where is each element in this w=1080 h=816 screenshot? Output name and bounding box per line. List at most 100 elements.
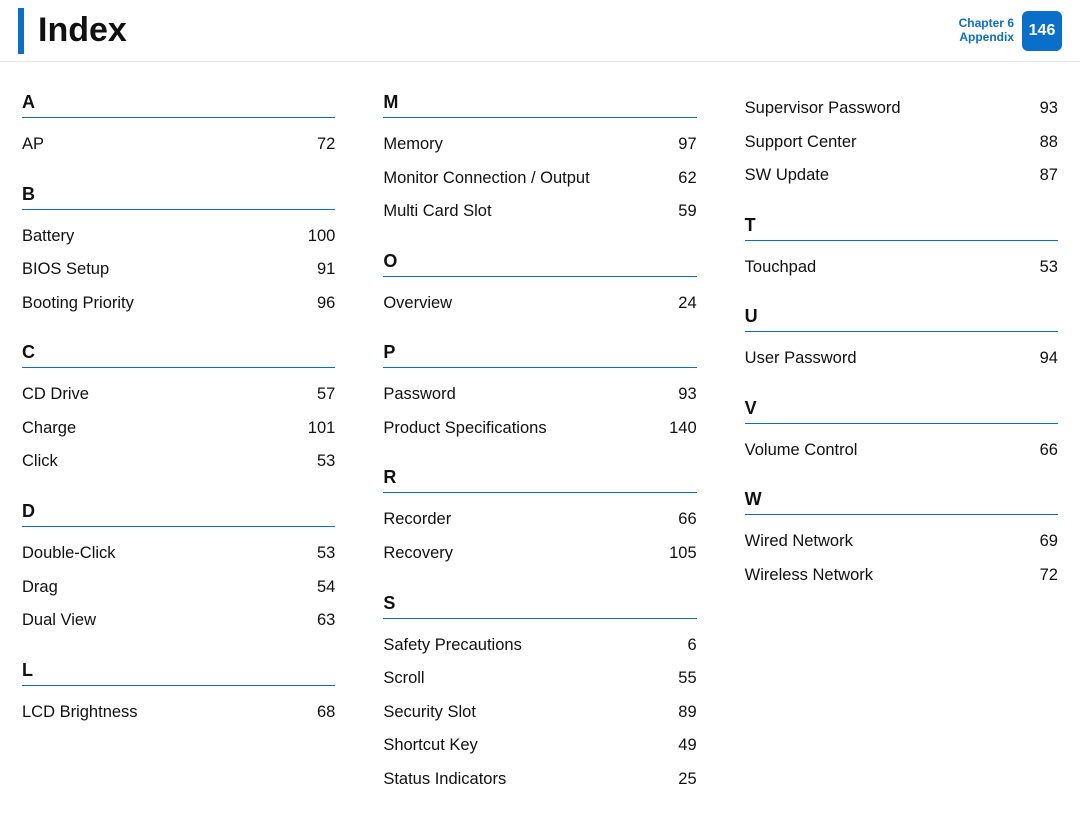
entry-term: LCD Brightness (22, 700, 146, 726)
entry-term: Wired Network (745, 529, 861, 555)
entry-page: 96 (295, 291, 335, 317)
index-section-continuation: Supervisor Password93Support Center88SW … (745, 92, 1058, 193)
index-section: T Touchpad53 (745, 215, 1058, 285)
index-section: DDouble-Click53Drag54Dual View63 (22, 501, 335, 638)
entry-page: 105 (657, 541, 697, 567)
entry-page: 140 (657, 416, 697, 442)
section-letter: V (745, 398, 1058, 424)
section-letter: U (745, 306, 1058, 332)
entry-term: User Password (745, 346, 865, 372)
page-title: Index (38, 11, 127, 50)
index-entry: CD Drive 57 (22, 378, 335, 412)
index-section: M Memory 97 Monitor Connection / Output 62 Mu… (383, 92, 696, 229)
entry-page: 53 (295, 449, 335, 475)
entry-page: 55 (657, 666, 697, 692)
entry-term: Supervisor Password (745, 96, 909, 122)
entry-page: 62 (657, 166, 697, 192)
entry-term: Memory (383, 132, 451, 158)
entry-term: Password (383, 382, 463, 408)
index-entry: Click53 (22, 445, 335, 479)
entry-term: Safety Precautions (383, 633, 530, 659)
section-letter: O (383, 251, 696, 277)
entry-term: Booting Priority (22, 291, 142, 317)
entry-term: Security Slot (383, 700, 484, 726)
index-entry: Booting Priority 96 (22, 287, 335, 321)
entry-term: Dual View (22, 608, 104, 634)
entry-term: Drag (22, 575, 66, 601)
index-entry: Recorder 66 (383, 503, 696, 537)
entry-page: 87 (1018, 163, 1058, 189)
section-letter: S (383, 593, 696, 619)
entry-page: 66 (657, 507, 697, 533)
index-section: U User Password 94 (745, 306, 1058, 376)
section-letter: A (22, 92, 335, 118)
index-section: VVolume Control66 (745, 398, 1058, 468)
index-entry: Recovery 105 (383, 537, 696, 571)
index-entry: Safety Precautions 6 (383, 629, 696, 663)
entry-page: 101 (295, 416, 335, 442)
index-entry: SW Update 87 (745, 159, 1058, 193)
entry-term: Recovery (383, 541, 461, 567)
index-entry: LCD Brightness68 (22, 696, 335, 730)
entry-page: 97 (657, 132, 697, 158)
entry-page: 93 (657, 382, 697, 408)
index-section: B Battery 100 BIOS Setup91 Booting Priority 9… (22, 184, 335, 321)
entry-term: Double-Click (22, 541, 124, 567)
index-entry: Memory 97 (383, 128, 696, 162)
index-entry: Dual View63 (22, 604, 335, 638)
index-entry: Multi Card Slot59 (383, 195, 696, 229)
index-section: O Overview 24 (383, 251, 696, 321)
section-letter: L (22, 660, 335, 686)
entry-term: Overview (383, 291, 460, 317)
entry-page: 25 (657, 767, 697, 793)
index-section: CCD Drive57Charge101Click53 (22, 342, 335, 479)
entry-term: SW Update (745, 163, 837, 189)
entry-term: Product Specifications (383, 416, 554, 442)
entry-term: Status Indicators (383, 767, 514, 793)
entry-page: 72 (1018, 563, 1058, 589)
entry-page: 54 (295, 575, 335, 601)
entry-page: 59 (657, 199, 697, 225)
entry-term: Wireless Network (745, 563, 881, 589)
index-content: AAP72BBattery100BIOS Setup91Booting Prio… (0, 62, 1080, 816)
index-section: L LCD Brightness68 (22, 660, 335, 730)
entry-term: Volume Control (745, 438, 866, 464)
entry-page: 53 (295, 541, 335, 567)
section-letter: T (745, 215, 1058, 241)
index-entry: Status Indicators 25 (383, 763, 696, 797)
entry-term: CD Drive (22, 382, 97, 408)
entry-page: 72 (295, 132, 335, 158)
page-header: Index Chapter 6 Appendix 146 (0, 0, 1080, 62)
index-section: AAP72 (22, 92, 335, 162)
entry-term: Support Center (745, 130, 865, 156)
entry-page: 24 (657, 291, 697, 317)
index-entry: Password 93 (383, 378, 696, 412)
index-entry: Wireless Network 72 (745, 559, 1058, 593)
entry-page: 100 (295, 224, 335, 250)
index-entry: Drag 54 (22, 571, 335, 605)
entry-page: 6 (657, 633, 697, 659)
header-left: Index (18, 8, 127, 54)
entry-page: 69 (1018, 529, 1058, 555)
section-letter: M (383, 92, 696, 118)
index-entry: BIOS Setup91 (22, 253, 335, 287)
entry-page: 57 (295, 382, 335, 408)
index-entry: Double-Click 53 (22, 537, 335, 571)
index-entry: Product Specifications 140 (383, 412, 696, 446)
entry-term: Recorder (383, 507, 459, 533)
index-entry: Touchpad53 (745, 251, 1058, 285)
entry-term: Battery (22, 224, 82, 250)
index-section: PPassword93Product Specifications140 (383, 342, 696, 445)
index-entry: Battery 100 (22, 220, 335, 254)
index-section: WWired Network69Wireless Network72 (745, 489, 1058, 592)
entry-term: Monitor Connection / Output (383, 166, 597, 192)
entry-page: 94 (1018, 346, 1058, 372)
index-entry: Scroll55 (383, 662, 696, 696)
entry-page: 49 (657, 733, 697, 759)
page-number-badge: 146 (1022, 11, 1062, 51)
section-letter: B (22, 184, 335, 210)
entry-page: 88 (1018, 130, 1058, 156)
entry-term: Shortcut Key (383, 733, 485, 759)
accent-bar (18, 8, 24, 54)
index-entry: Monitor Connection / Output 62 (383, 162, 696, 196)
